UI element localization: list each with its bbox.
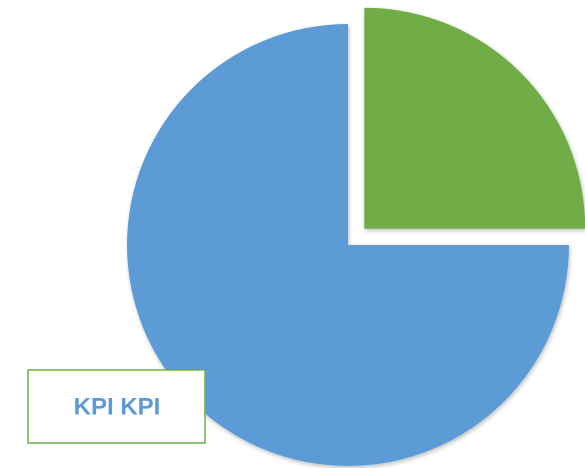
pie-slice — [364, 7, 585, 229]
pie-slice — [127, 24, 569, 466]
annotation-box — [27, 369, 206, 444]
pie — [127, 7, 585, 466]
annotation: KPI KPI — [74, 393, 161, 420]
